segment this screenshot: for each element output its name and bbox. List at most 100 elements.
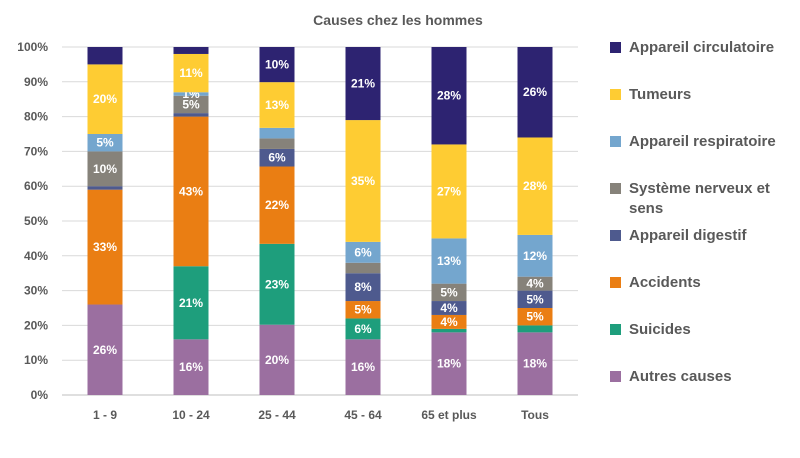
chart-title: Causes chez les hommes [313,12,483,28]
bar-segment [431,328,467,333]
bar-segment [345,273,381,302]
bar-segment [431,314,467,329]
legend-swatch [610,371,621,382]
data-label: 5% [440,285,458,299]
data-label: 8% [354,280,372,294]
data-label: 28% [523,179,547,193]
data-label: 13% [437,254,461,268]
legend-swatch [610,230,621,241]
bar-stack: 18%5%5%4%12%28%26% [517,47,553,395]
data-label: 12% [523,249,547,263]
data-label: 27% [437,184,461,198]
bar-segment [259,243,295,325]
y-tick-label: 40% [24,249,48,263]
x-tick-label: Tous [521,408,549,422]
bar-segment [173,95,209,114]
data-label: 4% [440,301,458,315]
bar-segment [345,262,381,274]
bar-segment [173,339,209,395]
x-tick-label: 1 - 9 [93,408,117,422]
data-label: 43% [179,184,203,198]
y-axis-ticks: 0% 10% 20% 30% 40% 50% 60% 70% 80% 90% 100% [17,40,48,402]
bar-stack: 18% 4%4% 5% 13% 27% 28% [431,47,467,395]
x-axis-ticks: 1 - 9 10 - 24 25 - 44 45 - 64 65 et plus Tous [93,408,549,422]
data-label: 16% [351,360,375,374]
y-tick-label: 90% [24,75,48,89]
data-label: 6% [354,245,372,259]
bar-segment [431,47,467,145]
data-label: 16% [179,360,203,374]
data-label: 5% [182,97,200,111]
data-label: 4% [440,315,458,329]
y-tick-label: 60% [24,179,48,193]
bar-segment [87,304,123,395]
legend-item: Appareil digestif [610,226,799,246]
data-label: 33% [93,240,117,254]
bar-segment [259,127,295,139]
bar-segment [87,186,123,190]
data-label: 10% [93,162,117,176]
legend-label: Appareil digestif [629,227,747,244]
data-label: 20% [93,92,117,106]
bar-segment [173,47,209,54]
legend-label: Système nerveux et sens [629,180,770,217]
bar-segment [345,47,381,121]
bar-segment [87,64,123,134]
bar-segment [87,47,123,65]
bar-segment [173,92,209,96]
bar-segment [431,238,467,284]
bar-segment [87,151,123,187]
bar-segment [259,148,295,167]
x-tick-label: 45 - 64 [344,408,382,422]
legend-item: Appareil circulatoire [610,38,799,58]
data-label: 26% [93,343,117,357]
bar-segment [259,138,295,149]
data-label: 5% [526,292,544,306]
y-tick-label: 50% [24,214,48,228]
bar-stack: 16%21%43%5%1%11% [173,47,209,395]
y-tick-label: 70% [24,144,48,158]
bar-segment [173,53,209,93]
bar-stack: 26% 33% 10% 5% 20% [87,47,123,395]
gridlines [62,46,578,396]
y-tick-label: 20% [24,318,48,332]
legend-label: Suicides [629,321,691,338]
bar-stack: 16% 6% 5% 8% 6% 35% 21% [345,47,381,395]
bar-segment [431,144,467,239]
bar-segment [517,234,553,277]
data-label: 6% [354,322,372,336]
bar-segment [173,116,209,267]
legend-item: Autres causes [610,367,799,387]
legend-swatch [610,183,621,194]
legend-item: Accidents [610,273,799,293]
data-label: 6% [268,151,286,165]
bar-segment [431,332,467,395]
bar-segment [517,332,553,395]
legend-item: Appareil respiratoire [610,132,799,152]
data-label: 10% [265,58,289,72]
bar-segment [345,301,381,319]
bar-segment [517,47,553,138]
bar-segment [259,166,295,244]
legend-label: Appareil respiratoire [629,133,776,150]
bar-segment [431,301,467,315]
bar-segment [87,134,123,152]
bar-segment [345,339,381,395]
data-label: 18% [523,357,547,371]
bar-segment [345,241,381,263]
legend-item: Système nerveux et sens [610,179,799,219]
legend-swatch [610,277,621,288]
legend-item: Suicides [610,320,799,340]
y-tick-label: 30% [24,284,48,298]
data-label: 26% [523,85,547,99]
legend-swatch [610,42,621,53]
data-label: 22% [265,198,289,212]
legend-swatch [610,136,621,147]
x-tick-label: 65 et plus [421,408,477,422]
y-tick-label: 10% [24,353,48,367]
y-tick-label: 0% [31,388,49,402]
y-tick-label: 100% [17,40,48,54]
data-label: 11% [179,66,203,80]
legend-swatch [610,89,621,100]
